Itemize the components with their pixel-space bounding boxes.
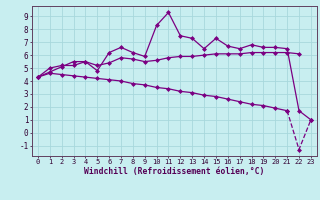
X-axis label: Windchill (Refroidissement éolien,°C): Windchill (Refroidissement éolien,°C) <box>84 167 265 176</box>
